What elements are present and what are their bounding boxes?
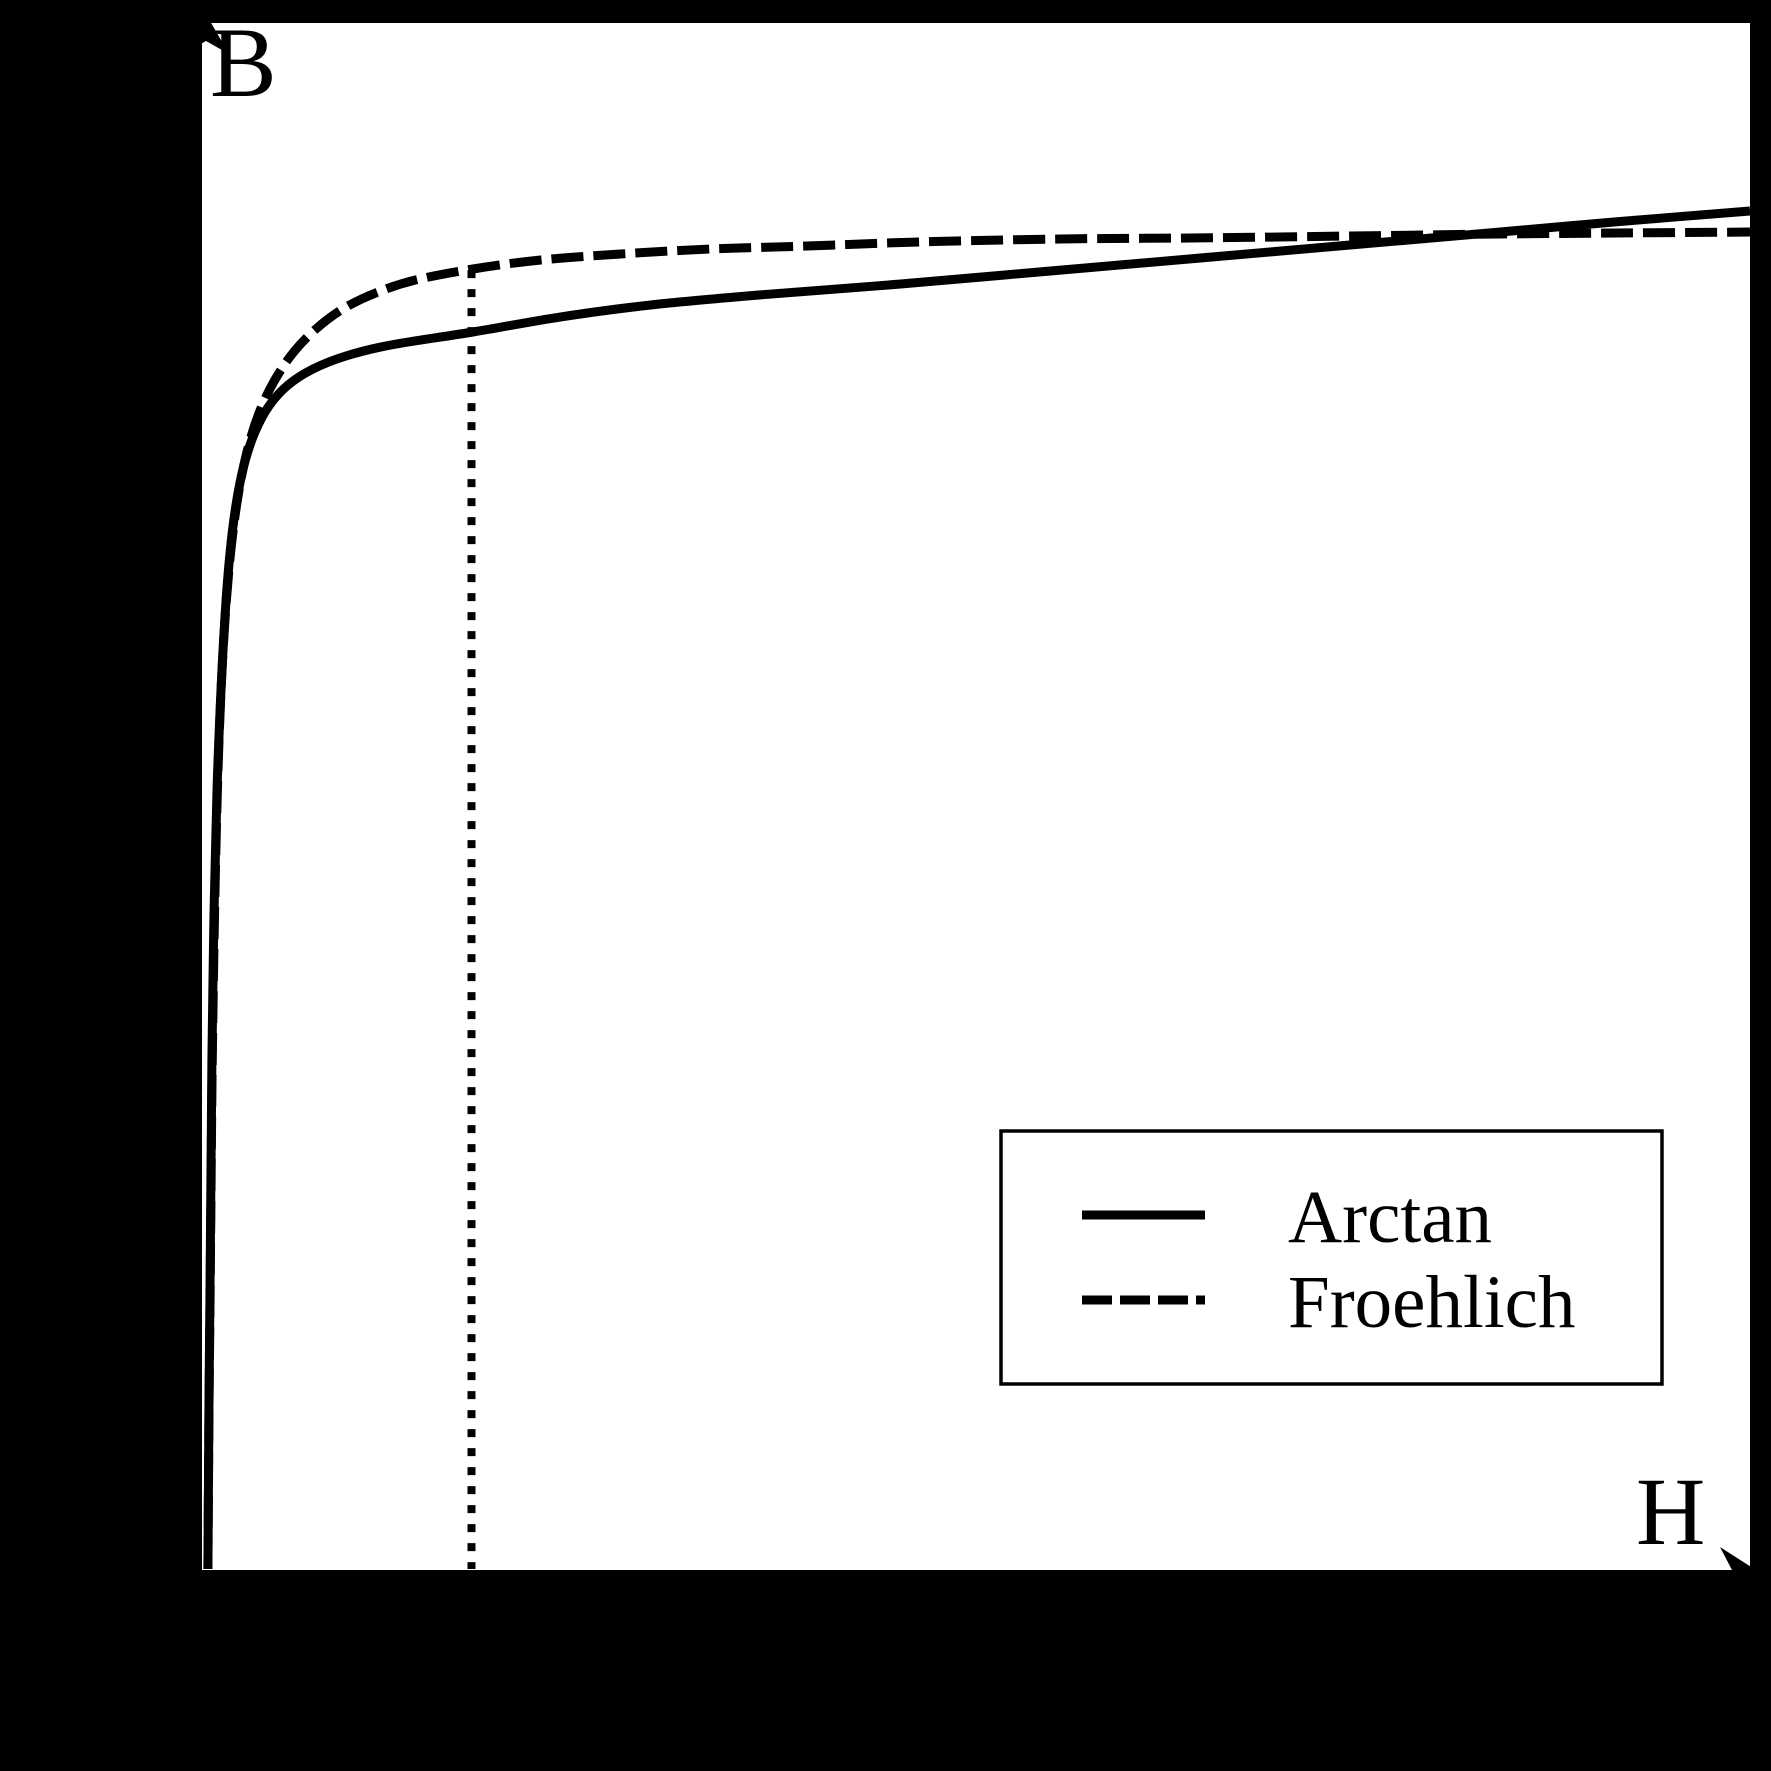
x-axis-arrow-icon: [1720, 1547, 1759, 1597]
legend-label-froehlich: Froehlich: [1288, 1261, 1575, 1344]
froehlich-curve: [203, 227, 1751, 1570]
arctan-curve: [203, 206, 1751, 1570]
legend-item-arctan: Arctan: [1082, 1176, 1492, 1259]
y-axis-arrow-icon: [183, 14, 229, 54]
y-axis-label: B: [210, 7, 277, 118]
legend-label-arctan: Arctan: [1288, 1176, 1492, 1259]
legend-box: [999, 1129, 1664, 1386]
legend: Arctan Froehlich: [999, 1129, 1664, 1386]
legend-item-froehlich: Froehlich: [1082, 1261, 1575, 1344]
x-axis-label: H: [1636, 1458, 1705, 1565]
